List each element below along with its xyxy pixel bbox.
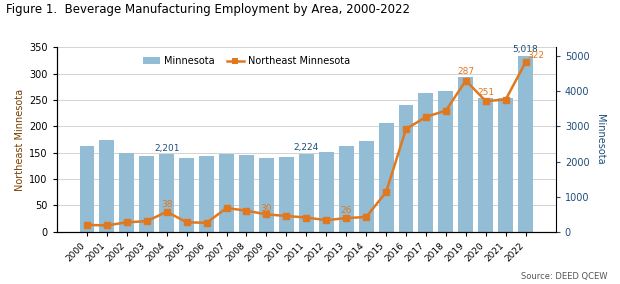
Text: Source: DEED QCEW: Source: DEED QCEW: [521, 272, 608, 281]
Bar: [120, 153, 135, 232]
Text: 251: 251: [477, 88, 494, 97]
Bar: [279, 156, 294, 232]
Bar: [358, 141, 374, 232]
Bar: [418, 93, 433, 232]
Bar: [159, 154, 174, 232]
Text: 5,018: 5,018: [513, 45, 539, 54]
Bar: [319, 153, 334, 232]
Text: 38: 38: [161, 200, 172, 209]
Text: 287: 287: [458, 67, 474, 76]
Bar: [498, 98, 513, 232]
Bar: [239, 154, 254, 232]
Bar: [199, 156, 214, 232]
Bar: [399, 105, 414, 232]
Bar: [299, 154, 314, 232]
Text: 26: 26: [340, 206, 352, 216]
Bar: [458, 77, 473, 232]
Y-axis label: Minnesota: Minnesota: [595, 114, 605, 165]
Text: 322: 322: [527, 51, 544, 60]
Text: 30: 30: [260, 204, 272, 213]
Text: Figure 1.  Beverage Manufacturing Employment by Area, 2000-2022: Figure 1. Beverage Manufacturing Employm…: [6, 3, 410, 16]
Bar: [379, 123, 394, 232]
Bar: [518, 56, 533, 232]
Bar: [478, 98, 494, 232]
Bar: [79, 146, 94, 232]
Bar: [259, 158, 274, 232]
Legend: Minnesota, Northeast Minnesota: Minnesota, Northeast Minnesota: [139, 52, 354, 70]
Bar: [438, 91, 453, 232]
Bar: [179, 158, 194, 232]
Bar: [219, 154, 234, 232]
Y-axis label: Northeast Minnesota: Northeast Minnesota: [15, 89, 25, 191]
Text: 2,224: 2,224: [294, 143, 319, 152]
Text: 2,201: 2,201: [154, 144, 179, 153]
Bar: [140, 156, 154, 232]
Bar: [339, 146, 353, 232]
Bar: [99, 141, 115, 232]
